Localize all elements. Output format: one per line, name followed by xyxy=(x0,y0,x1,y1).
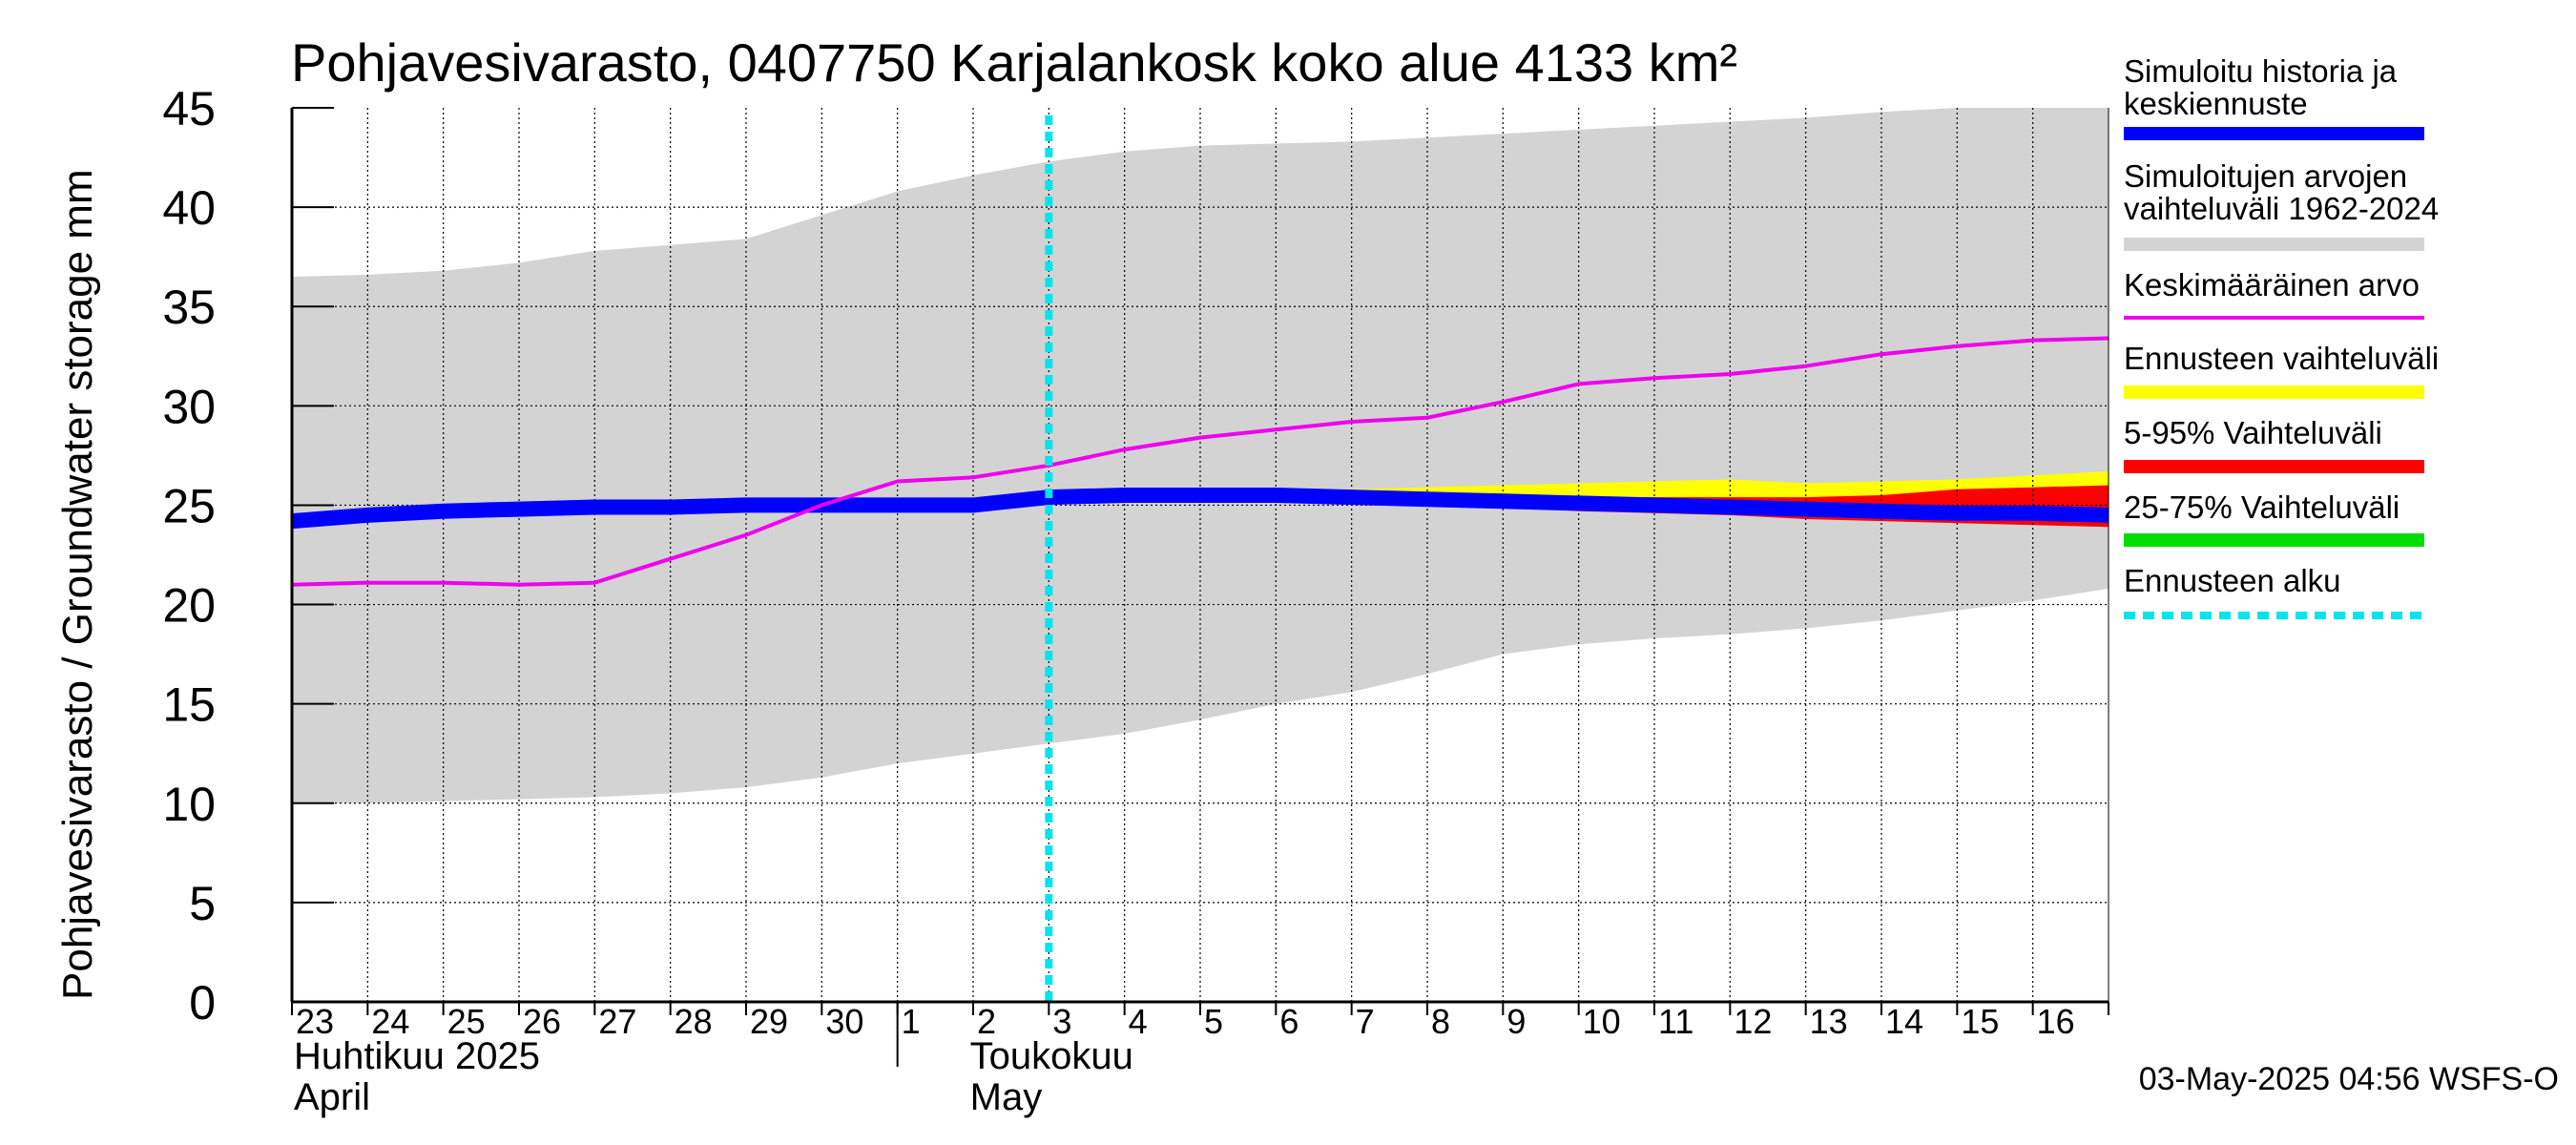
x-tick-label: 3 xyxy=(1052,1002,1071,1041)
legend-item-keskimaarainen-arvo: Keskimääräinen arvo xyxy=(2124,267,2424,320)
x-tick-label: 11 xyxy=(1658,1002,1693,1041)
x-tick-label: 6 xyxy=(1279,1002,1298,1041)
x-tick-label: 2 xyxy=(977,1002,996,1041)
x-tick-label: 30 xyxy=(825,1002,863,1041)
x-tick-label: 23 xyxy=(296,1002,334,1041)
x-tick-label: 1 xyxy=(902,1002,921,1041)
y-tick-label: 10 xyxy=(162,778,216,831)
x-tick-label: 15 xyxy=(1961,1002,1999,1041)
series-keskimaarainen-arvo xyxy=(291,336,2109,587)
legend-label-line: keskiennuste xyxy=(2124,86,2308,121)
y-tick-label: 0 xyxy=(189,976,216,1030)
x-tick-label: 5 xyxy=(1204,1002,1223,1041)
x-tick-label: 29 xyxy=(750,1002,788,1041)
y-tick-label: 15 xyxy=(162,678,216,732)
legend-item-25-75-vaihteluvali: 25-75% Vaihteluväli xyxy=(2124,489,2424,547)
x-tick-label: 9 xyxy=(1506,1002,1526,1041)
legend-label: Keskimääräinen arvo xyxy=(2124,267,2420,302)
legend: Simuloitu historia jakeskiennusteSimuloi… xyxy=(2124,53,2439,619)
y-tick-label: 5 xyxy=(189,877,216,930)
y-tick-label: 40 xyxy=(162,181,216,235)
legend-item-ennusteen-vaihteluvali: Ennusteen vaihteluväli xyxy=(2124,341,2439,399)
legend-label-line: Simuloitujen arvojen xyxy=(2124,158,2407,194)
x-tick-label: 26 xyxy=(523,1002,561,1041)
x-tick-label: 7 xyxy=(1356,1002,1375,1041)
month-label: Toukokuu xyxy=(970,1035,1133,1077)
legend-label: 5-95% Vaihteluväli xyxy=(2124,415,2382,450)
month-label-en: April xyxy=(294,1076,370,1118)
y-tick-label: 35 xyxy=(162,281,216,334)
y-tick-label: 20 xyxy=(162,579,216,633)
series-simuloitu-historia-ja-keskiennuste xyxy=(291,488,2109,530)
band-simuloitujen-arvojen-vaihteluvali-1962-2024 xyxy=(292,108,2109,803)
legend-label: 25-75% Vaihteluväli xyxy=(2124,489,2399,525)
y-tick-label: 30 xyxy=(162,380,216,433)
x-tick-label: 28 xyxy=(675,1002,713,1041)
y-axis-label: Pohjavesivarasto / Groundwater storage m… xyxy=(54,169,101,1000)
y-tick-label: 45 xyxy=(162,82,216,135)
legend-label: Ennusteen alku xyxy=(2124,563,2341,598)
chart-title: Pohjavesivarasto, 0407750 Karjalankosk k… xyxy=(291,32,1737,93)
legend-item-ennusteen-alku: Ennusteen alku xyxy=(2124,563,2424,619)
x-tick-label: 4 xyxy=(1129,1002,1148,1041)
x-tick-label: 27 xyxy=(598,1002,636,1041)
legend-item-5-95-vaihteluvali: 5-95% Vaihteluväli xyxy=(2124,415,2424,473)
legend-label-line: Simuloitu historia ja xyxy=(2124,53,2398,89)
x-tick-label: 25 xyxy=(447,1002,486,1041)
y-tick-label: 25 xyxy=(162,479,216,532)
month-label-en: May xyxy=(970,1076,1043,1118)
month-label: Huhtikuu 2025 xyxy=(294,1035,540,1077)
x-tick-label: 16 xyxy=(2037,1002,2075,1041)
timestamp-footer: 03-May-2025 04:56 WSFS-O xyxy=(2139,1061,2559,1097)
legend-label-line: vaihteluväli 1962-2024 xyxy=(2124,191,2439,226)
x-tick-label: 8 xyxy=(1431,1002,1450,1041)
legend-label: Ennusteen vaihteluväli xyxy=(2124,341,2439,376)
x-tick-label: 10 xyxy=(1583,1002,1621,1041)
x-tick-label: 14 xyxy=(1885,1002,1923,1041)
x-tick-label: 24 xyxy=(371,1002,409,1041)
x-tick-label: 12 xyxy=(1734,1002,1772,1041)
x-tick-label: 13 xyxy=(1810,1002,1848,1041)
